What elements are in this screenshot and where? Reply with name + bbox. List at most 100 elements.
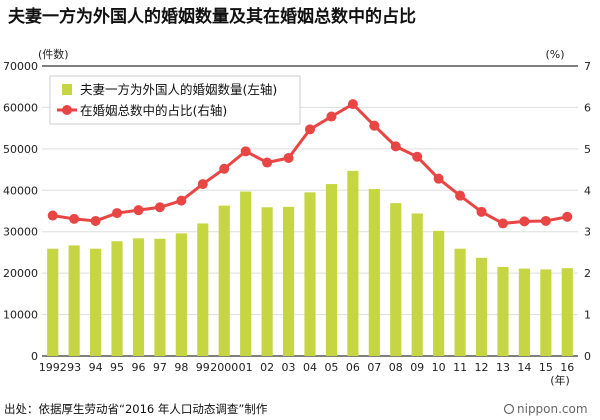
left-axis-unit: (件数) (38, 48, 69, 61)
bar (411, 213, 423, 356)
x-tick-label: 96 (131, 361, 145, 374)
right-tick-label: 7 (584, 60, 591, 73)
bar (368, 189, 380, 356)
x-tick-label: 2000 (210, 361, 238, 374)
bar (282, 206, 295, 356)
left-tick-label: 30000 (3, 226, 38, 239)
line-point (476, 206, 487, 217)
x-axis-ticks: 1992 93 94 95 96 97 98 99 2000 01 02 03 04 05 06 07 08 09… (39, 361, 575, 374)
line-point (390, 141, 401, 152)
bar (561, 268, 573, 356)
legend-line-label: 在婚姻总数中的占比(右轴) (80, 103, 227, 118)
x-tick-label: 93 (67, 361, 81, 374)
line-point (240, 146, 251, 157)
left-tick-label: 0 (31, 350, 38, 363)
x-tick-label: 12 (475, 361, 489, 374)
left-tick-label: 70000 (3, 60, 38, 73)
right-tick-label: 3 (584, 226, 591, 239)
bar (132, 238, 145, 356)
right-tick-label: 1 (584, 309, 591, 322)
bar (90, 248, 102, 356)
x-tick-label: 1992 (39, 361, 67, 374)
bar (240, 191, 252, 356)
x-tick-label: 06 (346, 361, 360, 374)
bar (197, 223, 209, 356)
x-tick-label: 08 (389, 361, 403, 374)
bar (390, 203, 402, 356)
x-tick-label: 13 (496, 361, 510, 374)
legend-bar-swatch (62, 84, 72, 95)
x-tick-label: 98 (174, 361, 188, 374)
bar (454, 248, 466, 356)
bar (475, 257, 488, 356)
bar (218, 205, 230, 356)
left-tick-label: 20000 (3, 267, 38, 280)
line-point (133, 205, 144, 216)
line-point (219, 163, 230, 174)
line-point (197, 179, 208, 190)
left-tick-label: 40000 (3, 184, 38, 197)
x-tick-label: 01 (239, 361, 253, 374)
x-tick-label: 99 (196, 361, 210, 374)
bar (433, 230, 445, 356)
x-tick-label: 15 (539, 361, 553, 374)
right-axis-unit: (%) (545, 48, 564, 61)
right-tick-label: 5 (584, 143, 591, 156)
x-tick-label: 03 (282, 361, 296, 374)
bar (261, 207, 273, 356)
bar (497, 266, 509, 356)
bar (111, 241, 123, 356)
line-point (347, 99, 358, 110)
line-point (262, 157, 273, 168)
line-point (433, 173, 444, 184)
bar (47, 248, 59, 356)
left-axis-ticks: 0 10000 20000 30000 40000 50000 60000 70000 (3, 60, 38, 363)
x-tick-label: 04 (303, 361, 317, 374)
legend-line-marker (62, 105, 72, 115)
x-tick-label: 09 (410, 361, 424, 374)
left-tick-label: 50000 (3, 143, 38, 156)
line-point (305, 124, 315, 135)
x-tick-label: 05 (324, 361, 338, 374)
line-point (455, 190, 466, 201)
line-point (497, 218, 508, 229)
bar (325, 184, 338, 356)
bar (154, 238, 166, 356)
right-tick-label: 4 (584, 184, 591, 197)
x-tick-label: 95 (110, 361, 124, 374)
line-point (69, 213, 80, 224)
legend-bar-label: 夫妻一方为外国人的婚姻数量(左轴) (80, 82, 277, 97)
bar (304, 192, 316, 356)
line-point (540, 215, 551, 226)
chart-title: 夫妻一方为外国人的婚姻数量及其在婚姻总数中的占比 (8, 6, 416, 27)
x-tick-label: 10 (432, 361, 446, 374)
line-series (47, 99, 573, 229)
source-note: 出处：依据厚生劳动省“2016 年人口动态调查”制作 (4, 402, 268, 416)
right-tick-label: 6 (584, 101, 591, 114)
line-point (562, 211, 573, 222)
right-tick-label: 2 (584, 267, 591, 280)
bar (175, 233, 187, 356)
line-point (154, 202, 165, 213)
bar-series (47, 170, 573, 356)
year-unit: (年) (550, 373, 570, 387)
line-point (47, 210, 58, 221)
x-tick-label: 94 (89, 361, 103, 374)
x-tick-label: 07 (367, 361, 381, 374)
brand-mark: nippon.com (503, 402, 588, 416)
brand-name: nippon.com (517, 402, 588, 416)
x-tick-label: 11 (453, 361, 467, 374)
brand-logo-icon (503, 403, 515, 415)
legend: 夫妻一方为外国人的婚姻数量(左轴) 在婚姻总数中的占比(右轴) (49, 75, 301, 125)
line-point (283, 152, 294, 163)
right-axis-ticks: 0 1 2 3 4 5 6 7 (584, 60, 591, 363)
bar (540, 269, 552, 356)
x-tick-label: 14 (517, 361, 531, 374)
line-point (326, 111, 337, 122)
bar (347, 170, 359, 356)
line-point (412, 151, 423, 162)
x-tick-label: 97 (153, 361, 167, 374)
bar (68, 245, 80, 356)
x-tick-label: 16 (560, 361, 574, 374)
